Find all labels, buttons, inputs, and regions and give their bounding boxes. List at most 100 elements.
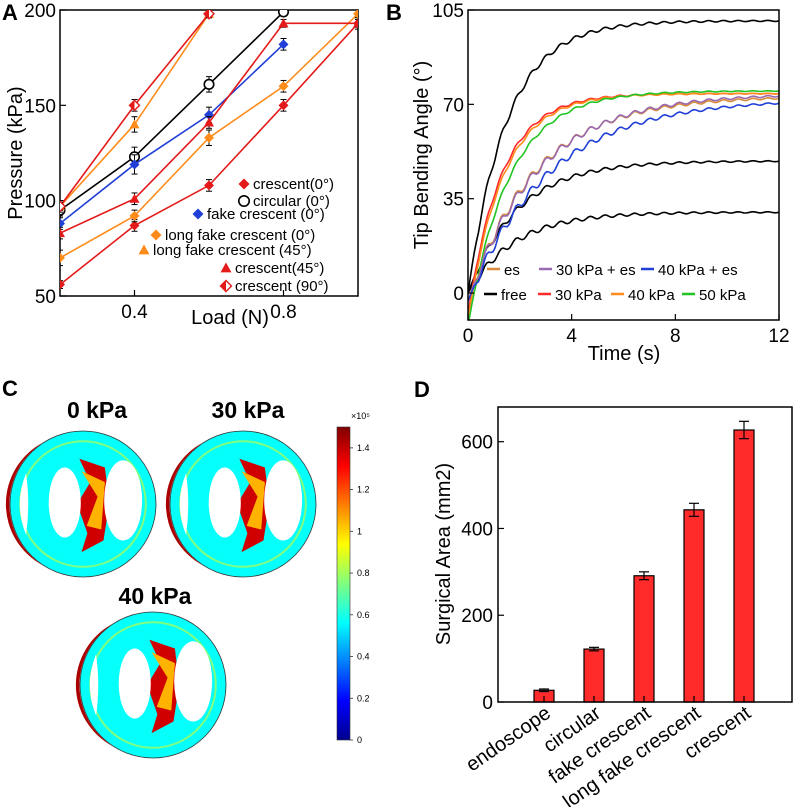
- ring-left-hole: [208, 467, 241, 538]
- series-line-free: [468, 159, 779, 294]
- chart-b-xtick-label: 12: [768, 326, 789, 347]
- legend-label-40-kpa: 40 kPa: [628, 287, 675, 304]
- ring-left-hole: [48, 467, 81, 538]
- data-point: [60, 228, 65, 238]
- colorbar-tick-label: 1.2: [357, 485, 370, 495]
- data-point-fill: [129, 100, 135, 111]
- chart-a-ticks: 50 100 150 200 0.4 0.8: [24, 1, 296, 323]
- series-line-30-kpa-es: [468, 94, 779, 302]
- ring-crescent-slot: [19, 473, 29, 535]
- series-line-40-kpa-es: [468, 102, 779, 302]
- chart-b-xtick-label: 8: [670, 326, 681, 347]
- heatmap-ring-40kpa: [75, 611, 227, 759]
- colorbar-ticks: 0 0.2 0.4 0.6 0.8 1 1.2 1.4: [350, 443, 370, 745]
- bar-group-long-fake-crescent: [683, 502, 705, 703]
- chart-a-legend: crescent(0°)circular (0°)fake crescent (…: [138, 176, 334, 295]
- legend-label-30-kpa: 30 kPa: [555, 287, 602, 304]
- ring-right-hole: [174, 641, 213, 722]
- data-point: [129, 159, 140, 170]
- colorbar-tick-label: 0: [357, 735, 362, 745]
- data-point: [204, 117, 214, 127]
- heatmap-title-30kpa: 30 kPa: [212, 397, 285, 423]
- chart-a-ytick-label: 50: [35, 287, 56, 308]
- ring-stress-mid: [151, 652, 175, 711]
- series-line-50-kpa: [468, 89, 779, 320]
- chart-b: 0 35 70 105 0 4 8 12 Time (s) Tip Bending Angle…: [411, 1, 790, 365]
- legend-marker-long-fake-crescent-45: [138, 244, 150, 255]
- ring-left-hole: [118, 648, 151, 719]
- ring-crescent-slot: [179, 473, 189, 535]
- data-point-outline: [60, 200, 66, 213]
- panel-label-d: D: [414, 377, 430, 402]
- chart-b-ticks: 0 35 70 105 0 4 8 12: [432, 1, 789, 347]
- panel-label-a: A: [2, 0, 18, 25]
- colorbar-tick-label: 1: [357, 526, 362, 536]
- legend-label-circular-0: circular (0°): [253, 193, 330, 210]
- colorbar-multiplier: ×10⁵: [351, 411, 370, 421]
- data-point: [60, 279, 65, 290]
- bar-group-fake-crescent: [633, 571, 655, 703]
- data-point: [128, 99, 141, 112]
- heatmap-ring-30kpa: [165, 430, 317, 578]
- chart-d-ytick-label: 0: [482, 693, 493, 714]
- legend-label-fake-crescent-0: fake crescent (0°): [207, 206, 325, 223]
- ring-high-stress-edge: [165, 442, 203, 566]
- chart-a-ylabel: Pressure (kPa): [5, 86, 27, 219]
- data-point: [353, 10, 358, 19]
- data-point: [60, 252, 65, 263]
- series-line-30-kpa: [468, 92, 779, 315]
- legend-label-es: es: [504, 262, 520, 279]
- ring-right-hole: [264, 460, 303, 541]
- bar-circular: [583, 648, 605, 703]
- bar-group-crescent: [733, 420, 755, 703]
- chart-d-bars: [533, 420, 755, 703]
- colorbar: [336, 426, 351, 741]
- series-crescent-90: [60, 10, 215, 213]
- legend-label-long-fake-crescent-45: long fake crescent (45°): [153, 242, 312, 259]
- colorbar-tick-label: 0.6: [357, 610, 370, 620]
- data-point: [129, 210, 140, 221]
- data-point-fill: [204, 10, 209, 19]
- ring-right-hole: [104, 460, 143, 541]
- series-fake-crescent-0: [60, 38, 289, 230]
- chart-d-ytick-label: 200: [461, 606, 493, 627]
- ring-high-stress-edge: [5, 442, 43, 566]
- panel-label-c: C: [2, 376, 18, 401]
- data-point: [278, 39, 289, 50]
- chart-b-series: [468, 19, 779, 320]
- data-point: [278, 81, 289, 92]
- data-point: [60, 218, 65, 229]
- data-point: [129, 220, 140, 231]
- legend-label-crescent-0: crescent(0°): [253, 176, 334, 193]
- legend-marker-crescent-90-fill: [220, 280, 226, 292]
- chart-b-legend: es 30 kPa + es 40 kPa + es free 30 kPa 40 kPa…: [484, 262, 746, 304]
- series-30-kpa-es: [468, 94, 779, 302]
- legend-marker-fake-crescent-0: [192, 208, 204, 220]
- legend-label-long-fake-crescent-0: long fake crescent (0°): [165, 227, 315, 244]
- colorbar-tick-label: 0.8: [357, 568, 370, 578]
- chart-a-xtick-label: 0.8: [270, 302, 296, 323]
- legend-marker-crescent-45: [220, 262, 232, 273]
- heatmap-title-0kpa: 0 kPa: [67, 397, 127, 423]
- legend-label-crescent-45: crescent(45°): [235, 260, 324, 277]
- ring-stress-mid: [81, 471, 105, 530]
- chart-a-series: [60, 10, 358, 290]
- chart-a: 50 100 150 200 0.4 0.8 Load (N) Pressure (kPa…: [5, 1, 359, 329]
- series-line-circular-0: [60, 11, 285, 211]
- bar-long-fake-crescent: [683, 509, 705, 703]
- series-line-free: [468, 19, 779, 294]
- heatmap-title-40kpa: 40 kPa: [119, 583, 192, 609]
- legend-marker-crescent-90: [219, 279, 233, 293]
- legend-marker-crescent-0: [238, 178, 250, 190]
- data-point: [203, 78, 215, 90]
- series-line-fake-crescent-0: [60, 43, 285, 225]
- chart-a-xtick-label: 0.4: [121, 302, 148, 323]
- chart-c: 0 kPa 30 kPa 40 kPa ×10⁵ 0 0.2 0.4 0.6 0.8 1 1…: [5, 397, 370, 759]
- chart-b-ylabel: Tip Bending Angle (°): [411, 61, 433, 249]
- series-free: [468, 19, 779, 294]
- chart-d-ytick-label: 400: [461, 519, 493, 540]
- chart-b-ytick-label: 0: [453, 284, 464, 305]
- bar-crescent: [733, 429, 755, 703]
- chart-b-xlabel: Time (s): [588, 343, 661, 365]
